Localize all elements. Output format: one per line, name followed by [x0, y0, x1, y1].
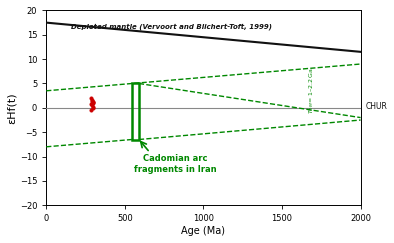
Point — [90, 100, 96, 104]
Point — [90, 101, 97, 105]
Point — [89, 99, 95, 103]
Bar — [132, 84, 139, 139]
Text: Cadomian arc
fragments in Iran: Cadomian arc fragments in Iran — [134, 154, 216, 174]
Text: CHUR: CHUR — [365, 102, 387, 111]
Text: $T_{DM}$= 1–2.2 Ga: $T_{DM}$= 1–2.2 Ga — [307, 67, 316, 114]
Point — [89, 100, 96, 104]
Point — [89, 102, 95, 105]
X-axis label: Age (Ma): Age (Ma) — [181, 226, 225, 236]
Point — [89, 105, 96, 109]
Point — [88, 102, 94, 106]
Point — [88, 108, 94, 112]
Text: Depleted mantle (Vervoort and Blichert-Toft, 1999): Depleted mantle (Vervoort and Blichert-T… — [71, 24, 272, 30]
Point — [90, 106, 97, 110]
Y-axis label: εHf(t): εHf(t) — [7, 92, 17, 124]
Point — [87, 96, 94, 100]
Point — [89, 104, 95, 107]
Point — [88, 98, 95, 102]
